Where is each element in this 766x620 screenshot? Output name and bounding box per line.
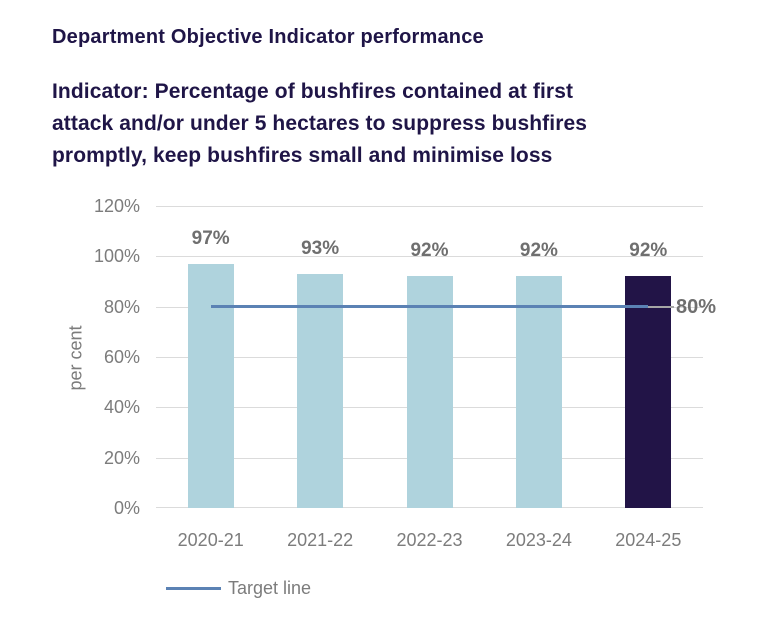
y-tick-label: 100% — [93, 246, 140, 267]
target-value-label: 80% — [676, 296, 717, 318]
bar-2020-21 — [187, 263, 234, 508]
indicator-subtitle-line-3: promptly, keep bushfires small and minim… — [52, 144, 553, 167]
indicator-subtitle: Indicator: Percentage of bushfires conta… — [52, 76, 587, 172]
legend-label: Target line — [228, 577, 312, 598]
x-axis-label-2020-21: 2020-21 — [177, 530, 244, 550]
target-line — [210, 305, 649, 309]
target-line-legend-swatch — [166, 586, 221, 590]
plot-area: 97% 93% 92% 92% 92% — [156, 206, 703, 508]
data-label-2021-22: 93% — [301, 237, 340, 259]
x-axis-label-2022-23: 2022-23 — [396, 530, 463, 550]
x-axis-label-2024-25: 2024-25 — [615, 530, 682, 550]
bar-2022-23 — [406, 276, 453, 508]
y-tick-label: 0% — [113, 498, 140, 518]
gridline-120% — [156, 206, 703, 207]
data-label-2020-21: 97% — [191, 227, 230, 249]
indicator-subtitle-line-2: attack and/or under 5 hectares to suppre… — [52, 112, 588, 135]
data-label-2023-24: 92% — [519, 240, 558, 262]
y-tick-label: 60% — [103, 347, 140, 367]
indicator-subtitle-line-1: Indicator: Percentage of bushfires conta… — [52, 80, 574, 103]
data-label-2022-23: 92% — [410, 240, 449, 262]
data-label-2024-25: 92% — [629, 240, 668, 262]
x-axis-label-2021-22: 2021-22 — [287, 530, 354, 550]
bar-2024-25 — [625, 276, 672, 508]
bar-2023-24 — [515, 276, 562, 508]
x-axis-label-2023-24: 2023-24 — [505, 530, 572, 550]
page-title: Department Objective Indicator performan… — [52, 26, 484, 48]
y-tick-label: 40% — [103, 397, 140, 418]
target-label-leader-line — [648, 305, 675, 308]
gridline-100% — [156, 256, 703, 257]
legend: Target line — [166, 576, 311, 600]
y-tick-label: 120% — [93, 196, 140, 216]
y-tick-label: 80% — [103, 296, 140, 317]
bar-2021-22 — [297, 273, 344, 508]
y-tick-label: 20% — [103, 447, 140, 468]
